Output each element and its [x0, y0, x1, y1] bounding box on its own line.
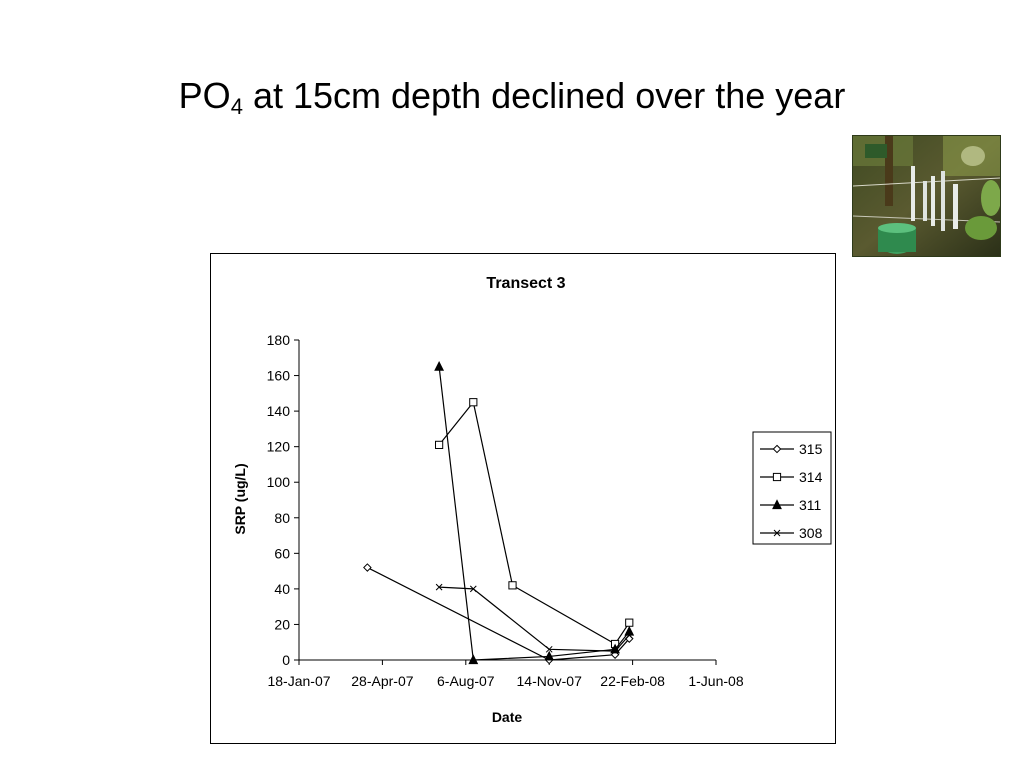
data-point-311: [624, 625, 635, 636]
slide-title-main: PO: [178, 75, 231, 116]
legend-marker-308: [773, 529, 781, 537]
y-tick-label: 0: [282, 652, 290, 668]
x-tick-label: 14-Nov-07: [517, 673, 583, 689]
marker-stroke: [545, 645, 553, 653]
y-tick-label: 140: [267, 403, 291, 419]
x-tick-label: 1-Jun-08: [688, 673, 743, 689]
legend-label-314: 314: [799, 469, 823, 485]
slide-title-subscript: 4: [230, 94, 243, 119]
data-point-311: [544, 650, 555, 661]
series-line-315: [367, 567, 630, 661]
data-point-311: [468, 654, 479, 665]
y-axis-label: SRP (ug/L): [232, 463, 248, 534]
legend-label-308: 308: [799, 525, 823, 541]
series-311: [434, 360, 635, 665]
y-tick-label: 180: [267, 332, 291, 348]
legend-marker-311: [772, 499, 782, 510]
legend-marker-314: [772, 472, 782, 482]
legend-marker-315: [772, 444, 782, 454]
data-point-314: [435, 440, 444, 449]
y-tick-label: 100: [267, 474, 291, 490]
series-layer: [363, 360, 635, 665]
x-tick-label: 18-Jan-07: [267, 673, 330, 689]
series-line-311: [438, 366, 630, 661]
data-point-314: [508, 581, 517, 590]
slide-title-rest: at 15cm depth declined over the year: [242, 75, 846, 116]
data-point-314: [469, 398, 478, 407]
x-axis-label: Date: [492, 709, 523, 725]
series-315: [363, 563, 634, 665]
chart-frame: Transect 3 0 20 40 60 80 100 120 140 160 180 18-J…: [210, 253, 836, 744]
x-tick-label: 28-Apr-07: [351, 673, 413, 689]
y-tick-label: 160: [267, 368, 291, 384]
marker-stroke: [625, 631, 633, 639]
slide-title: PO4 at 15cm depth declined over the year: [0, 74, 1024, 118]
y-axis: 0 20 40 60 80 100 120 140 160 180: [267, 332, 300, 668]
data-point-308: [625, 631, 633, 639]
marker-stroke: [435, 583, 443, 591]
x-tick-label: 22-Feb-08: [600, 673, 665, 689]
marker-stroke: [469, 585, 477, 593]
chart: Transect 3 0 20 40 60 80 100 120 140 160 180 18-J…: [232, 275, 832, 725]
data-point-311: [434, 360, 445, 371]
legend-box: [752, 431, 832, 545]
x-tick-label: 6-Aug-07: [437, 673, 495, 689]
y-tick-label: 120: [267, 439, 291, 455]
data-point-308: [435, 583, 443, 591]
legend-label-315: 315: [799, 441, 823, 457]
marker-stroke: [611, 647, 619, 655]
y-tick-label: 80: [274, 510, 290, 526]
data-point-314: [625, 618, 634, 627]
field-photo-piezometers-icon: [853, 136, 1000, 256]
data-point-308: [469, 585, 477, 593]
data-point-308: [545, 645, 553, 653]
y-tick-label: 60: [274, 545, 290, 561]
series-314: [435, 398, 634, 649]
data-point-308: [611, 647, 619, 655]
y-tick-label: 40: [274, 581, 290, 597]
marker-stroke: [773, 529, 781, 537]
field-photo: [852, 135, 1001, 257]
x-axis: 18-Jan-07 28-Apr-07 6-Aug-07 14-Nov-07 22-Fe…: [267, 659, 744, 689]
legend-label-311: 311: [799, 497, 822, 513]
y-tick-label: 20: [274, 616, 290, 632]
series-308: [435, 583, 633, 655]
legend: 315 314 311 308: [752, 431, 832, 545]
chart-title: Transect 3: [486, 275, 565, 292]
data-point-315: [363, 563, 372, 572]
